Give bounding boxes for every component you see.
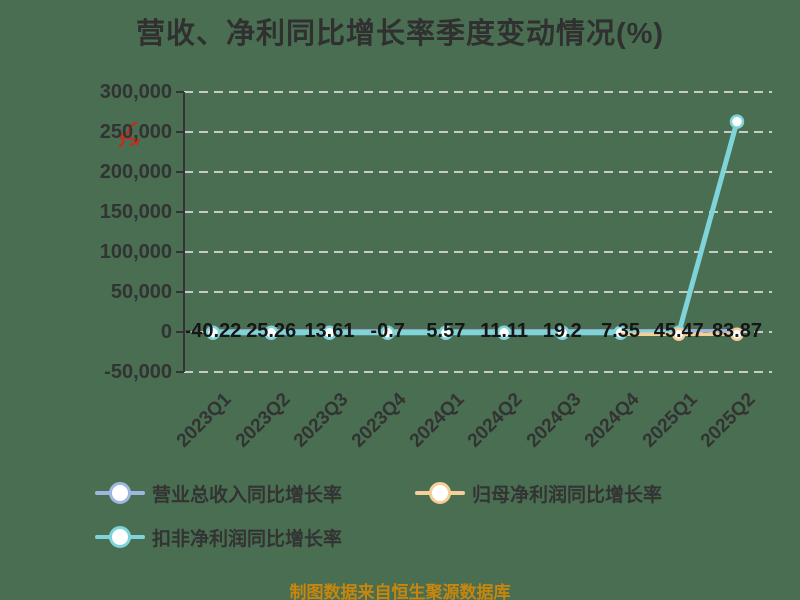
legend-marker-deducted-profit: [95, 522, 145, 552]
legend-label: 归母净利润同比增长率: [472, 484, 663, 506]
data-point[interactable]: [555, 325, 570, 341]
chart-title: 营收、净利同比增长率季度变动情况(%): [135, 18, 665, 50]
circle-marker-icon: [109, 482, 131, 504]
legend-marker-revenue: [95, 478, 145, 508]
legend-item-revenue[interactable]: 营业总收入同比增长率: [95, 478, 342, 508]
circle-marker-icon: [429, 482, 451, 504]
legend-marker-net-profit: [415, 478, 465, 508]
data-point[interactable]: [729, 114, 745, 129]
data-point[interactable]: [496, 325, 512, 341]
data-point[interactable]: [263, 325, 279, 341]
footer-credit: 制图数据来自恒生聚源数据库: [289, 583, 511, 600]
data-point[interactable]: [730, 327, 744, 341]
legend-item-deducted-profit[interactable]: 扣非净利润同比增长率: [95, 522, 342, 552]
data-point[interactable]: [322, 325, 337, 341]
data-point[interactable]: [380, 325, 395, 341]
data-point[interactable]: [672, 327, 686, 341]
legend-label: 营业总收入同比增长率: [152, 484, 343, 506]
data-point[interactable]: [205, 325, 221, 341]
circle-marker-icon: [109, 526, 131, 548]
data-point[interactable]: [438, 325, 454, 341]
legend-label: 扣非净利润同比增长率: [152, 528, 343, 550]
legend-item-net-profit[interactable]: 归母净利润同比增长率: [415, 478, 662, 508]
series-line-2: [210, 119, 740, 336]
